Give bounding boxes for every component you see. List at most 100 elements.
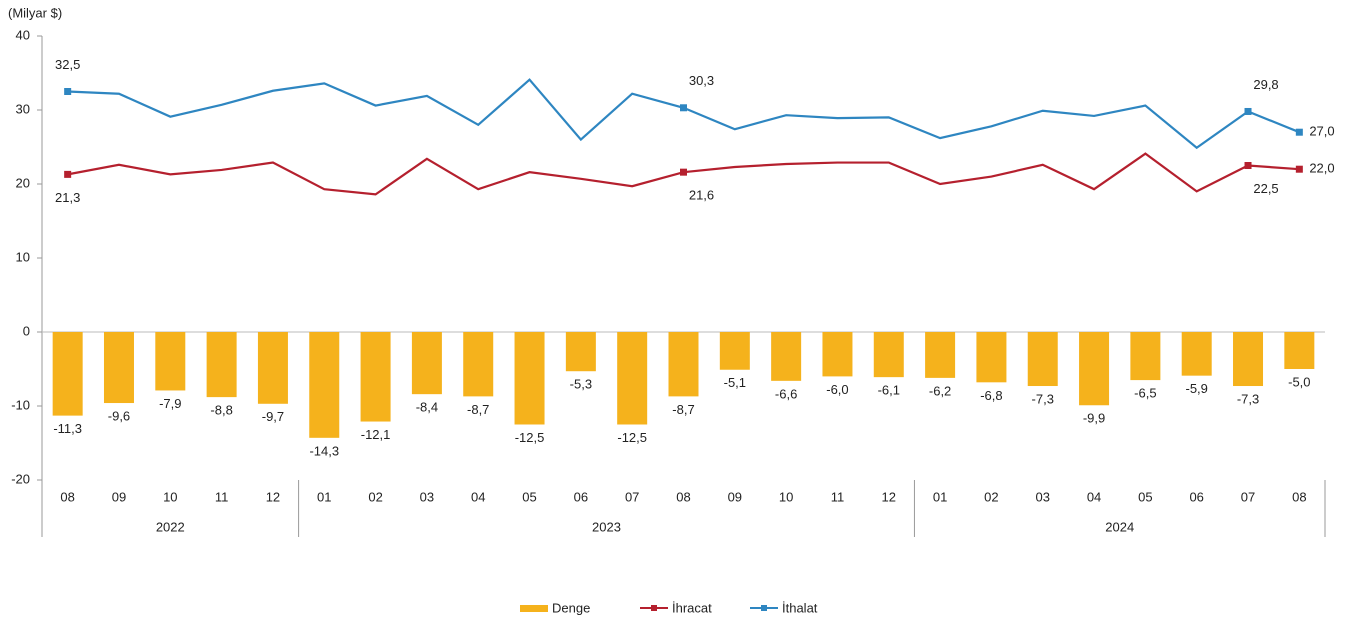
x-tick-label: 07 xyxy=(1241,489,1255,504)
data-label: -5,1 xyxy=(724,375,746,390)
bar xyxy=(309,332,340,438)
data-label: -9,9 xyxy=(1083,411,1105,426)
data-label: -8,7 xyxy=(467,402,489,417)
legend-label: Denge xyxy=(552,600,590,615)
data-label: -6,0 xyxy=(826,382,848,397)
data-label: -8,8 xyxy=(210,403,232,418)
x-tick-label: 12 xyxy=(882,489,896,504)
x-tick-label: 05 xyxy=(522,489,536,504)
legend-marker xyxy=(651,605,657,611)
marker xyxy=(1244,162,1252,169)
bar xyxy=(668,332,699,397)
x-tick-label: 01 xyxy=(933,489,947,504)
bar xyxy=(52,332,83,416)
group-label: 2023 xyxy=(592,519,621,534)
bar xyxy=(514,332,545,425)
legend-marker xyxy=(761,605,767,611)
bar xyxy=(925,332,956,378)
x-tick-label: 07 xyxy=(625,489,639,504)
y-tick-label: 30 xyxy=(16,101,30,116)
data-label: 21,6 xyxy=(689,188,714,203)
marker xyxy=(64,170,72,178)
data-label: 22,5 xyxy=(1253,181,1278,196)
bar xyxy=(1284,332,1315,369)
y-tick-label: 10 xyxy=(16,249,30,264)
x-tick-label: 03 xyxy=(1036,489,1050,504)
bar xyxy=(719,332,750,370)
y-tick-label: -10 xyxy=(11,397,30,412)
data-label: 29,8 xyxy=(1253,77,1278,92)
legend-swatch xyxy=(520,605,548,612)
data-label: 32,5 xyxy=(55,57,80,72)
bar xyxy=(617,332,648,425)
line xyxy=(67,78,1300,150)
data-label: -6,6 xyxy=(775,386,797,401)
x-tick-label: 08 xyxy=(60,489,74,504)
data-label: -5,0 xyxy=(1288,374,1310,389)
data-label: -12,5 xyxy=(617,430,647,445)
data-label: 22,0 xyxy=(1309,161,1334,176)
data-label: -9,7 xyxy=(262,409,284,424)
bar xyxy=(1181,332,1212,376)
data-label: -5,3 xyxy=(570,377,592,392)
data-label: -6,5 xyxy=(1134,386,1156,401)
y-tick-label: 40 xyxy=(16,27,30,42)
bar xyxy=(1027,332,1058,387)
data-label: -6,1 xyxy=(878,383,900,398)
legend-label: İhracat xyxy=(672,600,712,615)
y-tick-label: 0 xyxy=(23,323,30,338)
marker xyxy=(64,88,72,95)
data-label: -12,5 xyxy=(515,430,545,445)
x-tick-label: 09 xyxy=(728,489,742,504)
data-label: -7,9 xyxy=(159,396,181,411)
data-label: -9,6 xyxy=(108,408,130,423)
data-label: -7,3 xyxy=(1237,391,1259,406)
bar xyxy=(103,332,134,404)
x-tick-label: 12 xyxy=(266,489,280,504)
data-label: -6,8 xyxy=(980,388,1002,403)
x-tick-label: 04 xyxy=(1087,489,1101,504)
data-label: -6,2 xyxy=(929,383,951,398)
x-tick-label: 10 xyxy=(163,489,177,504)
bar xyxy=(155,332,186,391)
x-tick-label: 11 xyxy=(215,489,229,504)
x-tick-label: 02 xyxy=(984,489,998,504)
marker xyxy=(680,168,687,176)
group-label: 2024 xyxy=(1105,519,1134,534)
x-tick-label: 08 xyxy=(1292,489,1306,504)
data-label: -11,3 xyxy=(53,421,82,436)
bar xyxy=(1233,332,1264,387)
data-label: 27,0 xyxy=(1309,124,1334,139)
marker xyxy=(680,104,687,112)
bar xyxy=(771,332,802,381)
group-label: 2022 xyxy=(156,519,185,534)
marker xyxy=(1295,128,1303,136)
data-label: -5,9 xyxy=(1185,381,1207,396)
marker xyxy=(1295,165,1303,173)
data-label: -14,3 xyxy=(309,443,339,458)
bar xyxy=(1079,332,1110,406)
data-label: -12,1 xyxy=(361,427,391,442)
bar xyxy=(1130,332,1161,381)
x-tick-label: 02 xyxy=(368,489,382,504)
x-tick-label: 04 xyxy=(471,489,485,504)
x-tick-label: 05 xyxy=(1138,489,1152,504)
bar xyxy=(873,332,904,378)
bar xyxy=(360,332,391,422)
x-tick-label: 06 xyxy=(1189,489,1203,504)
data-label: -7,3 xyxy=(1032,391,1054,406)
data-label: 30,3 xyxy=(689,73,714,88)
bar xyxy=(822,332,853,377)
bar xyxy=(976,332,1007,383)
x-tick-label: 01 xyxy=(317,489,331,504)
data-label: -8,7 xyxy=(672,402,694,417)
y-tick-label: 20 xyxy=(16,175,30,190)
y-tick-label: -20 xyxy=(11,471,30,486)
x-tick-label: 06 xyxy=(574,489,588,504)
x-tick-label: 11 xyxy=(831,489,845,504)
legend-label: İthalat xyxy=(782,600,818,615)
x-tick-label: 08 xyxy=(676,489,690,504)
marker xyxy=(1244,107,1252,115)
bar xyxy=(206,332,237,398)
